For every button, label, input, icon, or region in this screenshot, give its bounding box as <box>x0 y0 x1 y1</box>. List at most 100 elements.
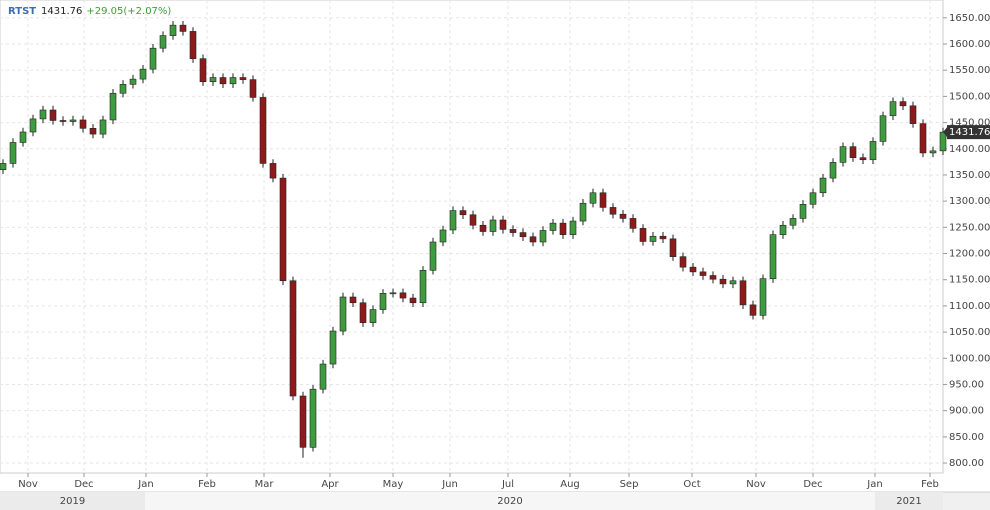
candle-body <box>79 119 87 129</box>
candle-body <box>639 228 647 242</box>
candle-body <box>749 304 757 316</box>
symbol: RTST <box>8 6 36 17</box>
candle-body <box>349 296 357 304</box>
x-tick-label: Apr <box>321 479 339 490</box>
candle-body <box>539 230 547 243</box>
candle-body <box>799 203 807 219</box>
candle-body <box>49 109 57 121</box>
year-label: 2019 <box>60 496 85 507</box>
candle-body <box>919 123 927 154</box>
candle-body <box>509 229 517 233</box>
candle-body <box>879 115 887 142</box>
x-tick-label: Aug <box>560 479 580 490</box>
candle-body <box>179 24 187 32</box>
candle-body <box>669 238 677 257</box>
candle-body <box>679 256 687 268</box>
candle-body <box>359 302 367 323</box>
x-tick-label: Jan <box>866 479 882 490</box>
candle-body <box>289 280 297 397</box>
year-label: 2021 <box>896 496 921 507</box>
y-tick-label: 1350.00 <box>949 170 990 181</box>
x-tick-label: May <box>383 479 404 490</box>
x-tick-label: Feb <box>921 479 939 490</box>
candle-body <box>589 192 597 204</box>
candle-body <box>809 192 817 205</box>
y-tick-label: 1600.00 <box>949 39 990 50</box>
candle-body <box>599 192 607 208</box>
candle-body <box>259 97 267 164</box>
candle-body <box>759 278 767 316</box>
candle-body <box>229 77 237 85</box>
y-tick-label: 1500.00 <box>949 91 990 102</box>
y-tick-label: 1450.00 <box>949 118 990 129</box>
x-tick-label: Jun <box>441 479 458 490</box>
candle-body <box>339 296 347 332</box>
y-tick-label: 1150.00 <box>949 275 990 286</box>
candle-body <box>729 280 737 285</box>
candle-body <box>299 395 307 448</box>
candle-body <box>59 120 67 122</box>
x-tick-label: Feb <box>198 479 216 490</box>
x-tick-label: Jan <box>137 479 153 490</box>
candle-body <box>99 119 107 135</box>
candle-body <box>209 77 217 83</box>
candle-body <box>499 219 507 230</box>
candle-body <box>439 229 447 243</box>
candle-body <box>849 146 857 158</box>
last-price-label: 1431.76 <box>949 127 990 138</box>
candle-body <box>249 79 257 98</box>
candle-body <box>449 210 457 231</box>
y-tick-label: 1400.00 <box>949 144 990 155</box>
candle-body <box>689 266 697 273</box>
y-tick-label: 1250.00 <box>949 222 990 233</box>
candle-body <box>0 163 7 171</box>
x-tick-label: Oct <box>683 479 700 490</box>
last-price-box <box>947 125 990 140</box>
candle-body <box>909 105 917 124</box>
y-tick-label: 1300.00 <box>949 196 990 207</box>
candle-body <box>479 224 487 232</box>
candle-body <box>559 222 567 235</box>
candle-body <box>829 162 837 179</box>
price-change: +29.05(+2.07%) <box>86 6 171 17</box>
candle-body <box>159 35 167 49</box>
candle-body <box>269 163 277 179</box>
y-tick-label: 1050.00 <box>949 327 990 338</box>
y-tick-label: 1650.00 <box>949 13 990 24</box>
candle-body <box>609 207 617 215</box>
year-label: 2020 <box>497 496 522 507</box>
year-band <box>875 492 943 510</box>
candle-body <box>429 241 437 271</box>
y-tick-label: 800.00 <box>949 458 984 469</box>
candle-body <box>889 101 897 117</box>
y-tick-label: 1100.00 <box>949 301 990 312</box>
candle-body <box>279 177 287 282</box>
year-band <box>0 492 145 510</box>
candle-body <box>519 232 527 238</box>
candle-body <box>569 220 577 235</box>
candle-body <box>709 275 717 280</box>
candle-body <box>659 235 667 240</box>
candle-body <box>119 84 127 94</box>
candle-body <box>869 141 877 161</box>
candle-body <box>379 293 387 310</box>
candle-body <box>9 142 17 164</box>
x-tick-label: Dec <box>74 479 93 490</box>
x-tick-label: Mar <box>255 479 275 490</box>
candle-body <box>859 157 867 161</box>
candle-body <box>399 292 407 299</box>
y-tick-label: 850.00 <box>949 432 984 443</box>
candle-body <box>149 47 157 70</box>
x-tick-label: Nov <box>746 479 766 490</box>
candle-body <box>69 119 77 122</box>
candle-body <box>369 309 377 323</box>
candle-body <box>619 213 627 219</box>
y-tick-label: 1550.00 <box>949 65 990 76</box>
candle-body <box>169 24 177 36</box>
candle-body <box>409 297 417 304</box>
y-tick-label: 1000.00 <box>949 353 990 364</box>
candle-body <box>579 202 587 222</box>
candle-body <box>839 146 847 163</box>
candle-body <box>109 92 117 121</box>
